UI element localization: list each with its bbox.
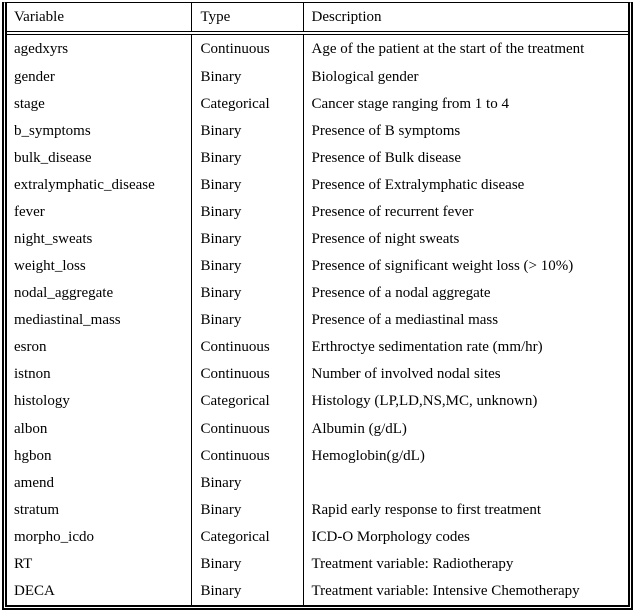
variable-cell: weight_loss bbox=[14, 258, 86, 275]
variable-cell: b_symptoms bbox=[14, 122, 91, 139]
description-cell: Presence of Bulk disease bbox=[302, 144, 628, 172]
variable-cell: RT bbox=[14, 555, 33, 572]
variable-cell: stage bbox=[14, 95, 45, 112]
type-cell: Continuous bbox=[190, 33, 303, 64]
description-cell: Histology (LP,LD,NS,MC, unknown) bbox=[302, 388, 628, 416]
description-cell: Presence of a nodal aggregate bbox=[302, 280, 628, 308]
variable-cell: istnon bbox=[14, 366, 51, 383]
table-row: fever Binary Presence of recurrent fever bbox=[7, 198, 628, 227]
table-row: RT Binary Treatment variable: Radiothera… bbox=[7, 550, 628, 578]
type-cell: Continuous bbox=[190, 415, 303, 443]
column-header-description: Description bbox=[302, 3, 628, 35]
column-header-type: Type bbox=[190, 3, 303, 35]
type-cell: Binary bbox=[190, 469, 303, 497]
variable-cell: bulk_disease bbox=[14, 149, 92, 166]
table-row: esron Continuous Erthroctye sedimentatio… bbox=[7, 334, 628, 362]
variable-cell: agedxyrs bbox=[14, 40, 69, 57]
description-cell: Rapid early response to first treatment bbox=[302, 496, 628, 524]
variable-cell: DECA bbox=[14, 582, 55, 599]
description-cell: Presence of night sweats bbox=[302, 226, 628, 254]
table-row: istnon Continuous Number of involved nod… bbox=[7, 361, 628, 389]
type-cell: Binary bbox=[190, 171, 303, 199]
table-row: stage Categorical Cancer stage ranging f… bbox=[7, 90, 628, 118]
description-cell: Presence of recurrent fever bbox=[302, 198, 628, 227]
type-cell: Continuous bbox=[190, 361, 303, 389]
type-cell: Binary bbox=[190, 550, 303, 578]
type-cell: Categorical bbox=[190, 388, 303, 416]
description-cell: Number of involved nodal sites bbox=[302, 361, 628, 389]
table-row: weight_loss Binary Presence of significa… bbox=[7, 253, 628, 281]
table-row: hgbon Continuous Hemoglobin(g/dL) bbox=[7, 442, 628, 470]
description-cell: Treatment variable: Radiotherapy bbox=[302, 550, 628, 578]
table-header: Variable Type Description bbox=[7, 3, 628, 35]
variable-cell: albon bbox=[14, 420, 48, 437]
variable-cell: stratum bbox=[14, 501, 59, 518]
table-row: night_sweats Binary Presence of night sw… bbox=[7, 226, 628, 254]
type-cell: Binary bbox=[190, 280, 303, 308]
table-row: nodal_aggregate Binary Presence of a nod… bbox=[7, 280, 628, 308]
table-row: morpho_icdo Categorical ICD-O Morphology… bbox=[7, 523, 628, 551]
table-row: b_symptoms Binary Presence of B symptoms bbox=[7, 117, 628, 145]
table-row: gender Binary Biological gender bbox=[7, 63, 628, 91]
type-cell: Binary bbox=[190, 496, 303, 524]
column-header-variable: Variable bbox=[7, 3, 191, 35]
table-row: DECA Binary Treatment variable: Intensiv… bbox=[7, 577, 628, 605]
type-cell: Binary bbox=[190, 63, 303, 91]
table-row: albon Continuous Albumin (g/dL) bbox=[7, 415, 628, 443]
variable-cell: gender bbox=[14, 68, 55, 85]
description-cell: Biological gender bbox=[302, 63, 628, 91]
type-cell: Categorical bbox=[190, 90, 303, 118]
type-cell: Binary bbox=[190, 117, 303, 145]
description-cell: Presence of B symptoms bbox=[302, 117, 628, 145]
variable-cell: mediastinal_mass bbox=[14, 312, 121, 329]
description-cell: Treatment variable: Intensive Chemothera… bbox=[302, 577, 628, 605]
variable-cell: amend bbox=[14, 474, 54, 491]
variable-cell: fever bbox=[14, 204, 45, 221]
table-row: amend Binary bbox=[7, 469, 628, 497]
description-cell: Hemoglobin(g/dL) bbox=[302, 442, 628, 470]
table-row: histology Categorical Histology (LP,LD,N… bbox=[7, 388, 628, 416]
type-cell: Binary bbox=[190, 253, 303, 281]
variable-cell: hgbon bbox=[14, 447, 52, 464]
description-cell: Presence of significant weight loss (> 1… bbox=[302, 253, 628, 281]
description-cell: Cancer stage ranging from 1 to 4 bbox=[302, 90, 628, 118]
variable-cell: extralymphatic_disease bbox=[14, 176, 155, 193]
variable-cell: morpho_icdo bbox=[14, 528, 94, 545]
description-cell: Presence of a mediastinal mass bbox=[302, 307, 628, 335]
table-row: stratum Binary Rapid early response to f… bbox=[7, 496, 628, 524]
description-cell bbox=[302, 469, 628, 497]
variable-cell: histology bbox=[14, 393, 70, 410]
description-cell: Presence of Extralymphatic disease bbox=[302, 171, 628, 199]
variables-table: Variable Type Description agedxyrs Conti… bbox=[7, 3, 628, 605]
type-cell: Binary bbox=[190, 307, 303, 335]
type-cell: Binary bbox=[190, 144, 303, 172]
type-cell: Continuous bbox=[190, 334, 303, 362]
description-cell: Albumin (g/dL) bbox=[302, 415, 628, 443]
type-cell: Binary bbox=[190, 226, 303, 254]
variables-table-frame: Variable Type Description agedxyrs Conti… bbox=[2, 2, 633, 610]
variable-cell: nodal_aggregate bbox=[14, 285, 114, 302]
variable-cell: esron bbox=[14, 339, 47, 356]
variable-cell: night_sweats bbox=[14, 231, 93, 248]
description-cell: Age of the patient at the start of the t… bbox=[302, 33, 628, 64]
type-cell: Continuous bbox=[190, 442, 303, 470]
type-cell: Binary bbox=[190, 198, 303, 227]
type-cell: Binary bbox=[190, 577, 303, 605]
table-row: mediastinal_mass Binary Presence of a me… bbox=[7, 307, 628, 335]
table-row: agedxyrs Continuous Age of the patient a… bbox=[7, 33, 628, 64]
description-cell: Erthroctye sedimentation rate (mm/hr) bbox=[302, 334, 628, 362]
type-cell: Categorical bbox=[190, 523, 303, 551]
table-row: bulk_disease Binary Presence of Bulk dis… bbox=[7, 144, 628, 172]
header-row: Variable Type Description bbox=[7, 3, 628, 35]
table-body: agedxyrs Continuous Age of the patient a… bbox=[7, 33, 628, 605]
description-cell: ICD-O Morphology codes bbox=[302, 523, 628, 551]
table-row: extralymphatic_disease Binary Presence o… bbox=[7, 171, 628, 199]
